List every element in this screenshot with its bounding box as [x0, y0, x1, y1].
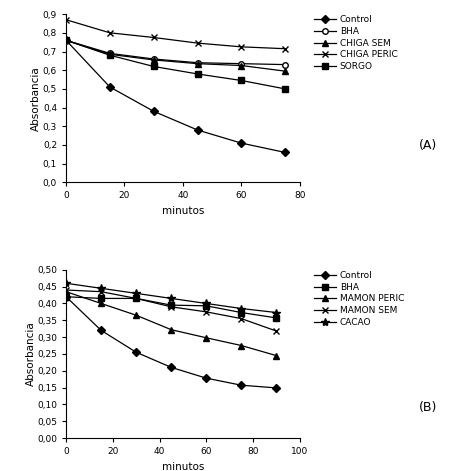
Y-axis label: Absorbancia: Absorbancia	[32, 66, 42, 130]
Text: (B): (B)	[419, 401, 438, 414]
Text: (A): (A)	[419, 139, 438, 152]
Y-axis label: Absorbancia: Absorbancia	[25, 322, 36, 386]
Legend: Control, BHA, MAMON PERIC, MAMON SEM, CACAO: Control, BHA, MAMON PERIC, MAMON SEM, CA…	[313, 271, 404, 327]
Legend: Control, BHA, CHIGA SEM, CHIGA PERIC, SORGO: Control, BHA, CHIGA SEM, CHIGA PERIC, SO…	[313, 15, 397, 71]
X-axis label: minutos: minutos	[162, 462, 204, 471]
X-axis label: minutos: minutos	[162, 206, 204, 216]
